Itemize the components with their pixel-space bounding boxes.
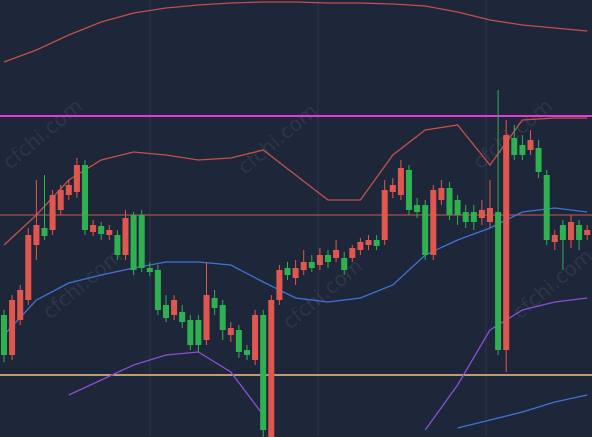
candle-body xyxy=(308,262,315,268)
candle-body xyxy=(130,215,137,270)
candle-body xyxy=(276,270,283,300)
candle-body xyxy=(9,300,16,355)
candle-body xyxy=(163,305,169,318)
candle-body xyxy=(406,170,412,210)
candle-body xyxy=(349,248,356,258)
candle-body xyxy=(333,250,340,258)
candle-body xyxy=(195,320,202,345)
candle-body xyxy=(559,225,566,240)
candle-body xyxy=(568,222,574,240)
candle-body xyxy=(584,230,591,235)
candle-body xyxy=(503,135,510,350)
candle-body xyxy=(98,226,105,234)
candle-body xyxy=(316,255,323,265)
candle-body xyxy=(478,210,485,218)
candle-body xyxy=(252,315,259,360)
candle-body xyxy=(527,140,534,150)
candle-body xyxy=(357,242,364,250)
candle-body xyxy=(284,268,291,275)
candle-body xyxy=(462,212,469,222)
candle-body xyxy=(438,188,445,200)
candle-body xyxy=(41,228,48,236)
candle-body xyxy=(551,235,558,242)
candle-body xyxy=(519,145,526,155)
candle-body xyxy=(122,218,129,255)
indicator-line xyxy=(457,394,588,429)
candle-body xyxy=(227,328,234,335)
indicator-line xyxy=(3,1,588,63)
candle-body xyxy=(487,208,493,222)
candle-body xyxy=(300,262,307,270)
candle-body xyxy=(576,225,583,240)
candle-body xyxy=(446,188,453,215)
candle-body xyxy=(495,212,502,350)
candle-body xyxy=(365,240,372,245)
candle-body xyxy=(106,230,113,235)
candle-body xyxy=(114,235,121,255)
candle-body xyxy=(82,165,88,230)
candle-body xyxy=(422,205,429,255)
candle-body xyxy=(235,330,242,352)
candle-body xyxy=(154,270,161,310)
candle-body xyxy=(470,212,477,222)
candle-body xyxy=(511,138,518,155)
candle-body xyxy=(203,295,210,340)
candle-body xyxy=(17,290,24,320)
candle-body xyxy=(543,175,550,240)
candle-body xyxy=(33,225,40,245)
candle-body xyxy=(211,298,218,308)
candle-body xyxy=(430,190,437,255)
indicator-line xyxy=(3,117,588,246)
candle-body xyxy=(535,148,542,172)
candle-body xyxy=(373,240,380,246)
candle-body xyxy=(65,185,72,195)
candle-body xyxy=(454,200,461,215)
candle-body xyxy=(49,195,56,230)
candle-body xyxy=(260,315,267,430)
candle-body xyxy=(414,205,421,212)
candle-body xyxy=(73,165,80,192)
candle-body xyxy=(244,350,250,355)
candle-body xyxy=(146,268,153,272)
candle-body xyxy=(341,258,348,270)
candle-body xyxy=(25,235,32,300)
candle-body xyxy=(219,305,226,330)
candle-body xyxy=(57,190,64,210)
candle-body xyxy=(1,315,7,355)
candle-body xyxy=(187,320,194,345)
candle-body xyxy=(397,168,404,195)
candle-body xyxy=(90,225,97,232)
candle-body xyxy=(268,300,275,437)
candle-body xyxy=(325,255,331,262)
candle-body xyxy=(292,268,299,278)
candle-body xyxy=(171,300,178,315)
candle-body xyxy=(179,312,186,322)
candle-body xyxy=(389,185,396,192)
candle-body xyxy=(138,215,145,268)
candle-body xyxy=(381,190,388,240)
